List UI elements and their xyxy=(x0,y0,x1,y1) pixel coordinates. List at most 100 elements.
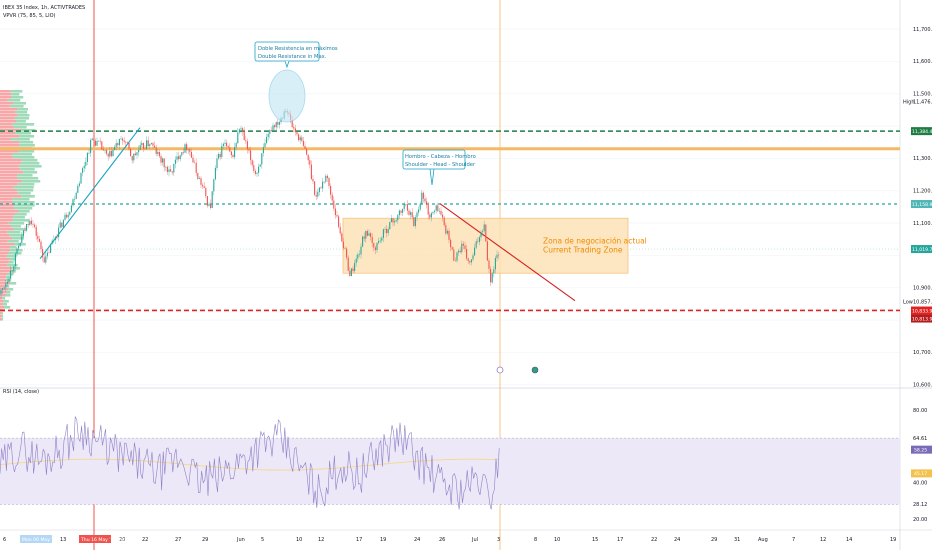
vpvr-bar-down xyxy=(0,270,11,273)
time-label: 17 xyxy=(356,537,362,543)
candle-body xyxy=(230,151,232,156)
vpvr-bar-down xyxy=(0,303,3,306)
vpvr-bar-down xyxy=(0,195,22,198)
candle-body xyxy=(334,208,336,216)
vpvr-legend[interactable]: VPVR (75, 85, 5, LIO) xyxy=(3,13,55,19)
vpvr-bar-up xyxy=(9,246,17,249)
vpvr-bar-down xyxy=(0,90,11,93)
candle-body xyxy=(274,125,276,128)
candle-body xyxy=(400,210,402,213)
candle-body xyxy=(486,241,488,261)
candle-body xyxy=(461,243,463,253)
candle-body xyxy=(67,214,69,218)
candle-body xyxy=(125,141,127,143)
price-axis[interactable]: 11,700.00 11,600.00 11,500.00 11,300.00 11,2… xyxy=(903,27,932,523)
candle-body xyxy=(11,270,13,272)
candle-body xyxy=(195,162,197,173)
rsi-ma-tag-bg xyxy=(911,469,932,478)
candle-body xyxy=(242,128,244,132)
candle-body xyxy=(251,160,253,166)
candle-body xyxy=(323,181,325,183)
candle-body xyxy=(91,138,93,141)
candle-body xyxy=(155,147,157,154)
candle-body xyxy=(392,218,394,223)
rsi-tick-40: 40.00 xyxy=(913,481,927,487)
symbol-legend[interactable]: IBEX 35 Index, 1h, ACTIVTRADES xyxy=(3,5,85,11)
time-axis[interactable]: 6 13 20 22 27 29 Jun 5 10 12 17 19 24 26 Jul 3 8 10 15 17 22… xyxy=(3,535,896,543)
vpvr-bar-down xyxy=(0,111,16,114)
candle-body xyxy=(118,138,120,146)
symbol-title: IBEX 35 Index, 1h, ACTIVTRADES xyxy=(3,5,86,11)
candle-body xyxy=(40,241,42,250)
candle-body xyxy=(454,260,456,262)
vpvr-bar-down xyxy=(0,132,15,135)
vpvr-bar-up xyxy=(17,192,31,195)
candle-body xyxy=(406,204,408,211)
candle-body xyxy=(50,244,52,253)
vpvr-bar-down xyxy=(0,153,12,156)
rsi-ma-line xyxy=(0,458,500,471)
time-label: 12 xyxy=(820,537,826,543)
vpvr-bar-down xyxy=(0,264,8,267)
vpvr-bar-down xyxy=(0,210,20,213)
candle-body xyxy=(56,237,58,238)
vpvr-bar-up xyxy=(12,123,35,126)
candle-body xyxy=(325,175,327,182)
candle-body xyxy=(22,230,24,237)
candle-body xyxy=(150,143,152,145)
candle-body xyxy=(261,153,263,165)
candle-body xyxy=(291,120,293,128)
time-label: 17 xyxy=(617,537,623,543)
candle-body xyxy=(69,211,71,215)
zone-label-en: Current Trading Zone xyxy=(543,245,623,254)
time-label: 24 xyxy=(674,537,680,543)
vpvr-bar-up xyxy=(8,261,14,264)
candle-body xyxy=(357,254,359,259)
candle-body xyxy=(3,287,5,289)
green-level-tag-bg xyxy=(911,127,932,136)
candle-body xyxy=(208,204,210,206)
candles xyxy=(0,108,500,299)
candle-body xyxy=(26,224,28,231)
candle-body xyxy=(328,178,330,186)
vpvr-bar-down xyxy=(0,138,11,141)
vpvr-bar-down xyxy=(0,105,10,108)
candle-body xyxy=(443,217,445,226)
candle-body xyxy=(378,240,380,243)
candle-body xyxy=(496,254,498,258)
candle-body xyxy=(184,144,186,153)
candle-body xyxy=(120,138,122,140)
vpvr-bar-up xyxy=(9,105,24,108)
vpvr-bar-down xyxy=(0,246,10,249)
time-label: Jul xyxy=(471,537,478,543)
candle-body xyxy=(133,153,135,161)
vpvr-bar-down xyxy=(0,198,13,201)
level-lines xyxy=(0,130,900,312)
candle-body xyxy=(458,250,460,253)
rsi-upper-tag: 64.61 xyxy=(913,436,927,442)
candle-body xyxy=(362,236,364,247)
candle-body xyxy=(211,191,213,208)
vpvr-bar-up xyxy=(5,276,11,279)
vpvr-bar-up xyxy=(10,138,30,141)
vpvr-bar-down xyxy=(0,174,18,177)
vpvr-bar-down xyxy=(0,243,15,246)
candle-body xyxy=(259,164,261,167)
candle-body xyxy=(112,150,114,157)
candle-body xyxy=(365,230,367,239)
candle-body xyxy=(398,210,400,216)
vpvr-bar-down xyxy=(0,141,20,144)
candle-body xyxy=(366,230,368,236)
vpvr-bar-down xyxy=(0,96,12,99)
candle-body xyxy=(402,208,404,213)
candle-body xyxy=(131,156,133,161)
vpvr-bar-down xyxy=(0,315,2,318)
candle-body xyxy=(64,214,66,220)
rsi-title: RSI (14, close) xyxy=(3,389,40,395)
double-top-pointer xyxy=(284,60,290,69)
candle-body xyxy=(410,212,412,215)
candle-body xyxy=(110,151,112,157)
rsi-legend[interactable]: RSI (14, close) xyxy=(3,389,39,395)
candle-body xyxy=(306,148,308,155)
